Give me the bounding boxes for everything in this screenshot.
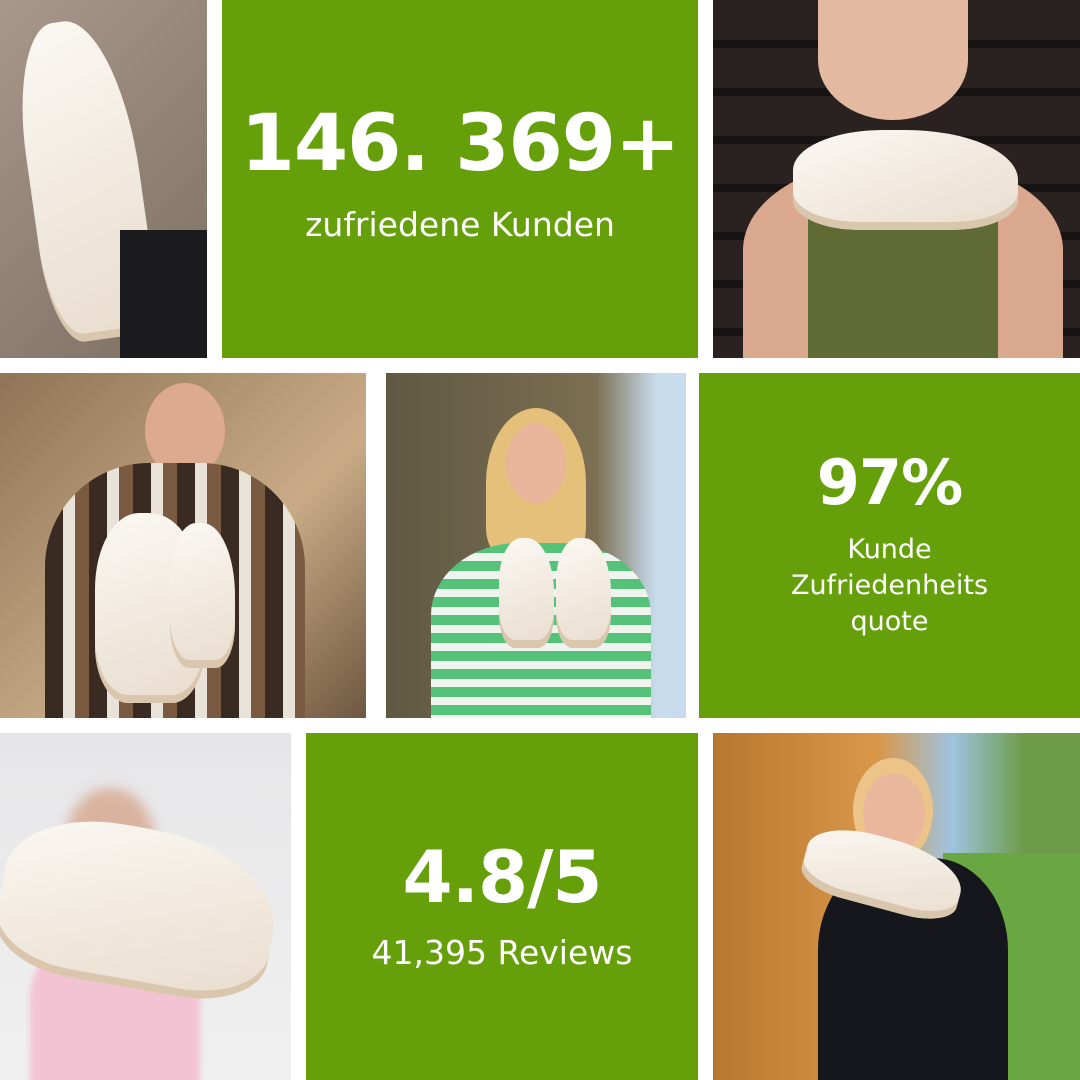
photo-woman-striped-shirt-tree: [386, 373, 686, 718]
shoe-image-2: [556, 538, 611, 648]
stat-customers-label: zufriedene Kunden: [305, 204, 615, 244]
face: [145, 383, 225, 478]
stat-customers-tile: 146. 369+ zufriedene Kunden: [222, 0, 698, 358]
stat-satisfaction-label-line-1: Kunde: [847, 533, 932, 565]
stat-customers-value: 146. 369+: [240, 98, 681, 189]
shoe-image-2: [170, 523, 235, 668]
photo-woman-wooden-fence: [713, 733, 1080, 1080]
stat-reviews-label: 41,395 Reviews: [371, 933, 633, 972]
stat-satisfaction-value: 97%: [816, 445, 963, 519]
face: [818, 0, 968, 120]
face: [506, 423, 566, 503]
shoe-image: [793, 130, 1018, 230]
stat-satisfaction-tile: 97% Kunde Zufriedenheits quote: [699, 373, 1080, 718]
photo-woman-plaid-jacket: [0, 373, 366, 718]
black-pants: [120, 230, 207, 358]
photo-hand-holding-shoe: [0, 733, 291, 1080]
stat-reviews-value: 4.8/5: [402, 835, 603, 919]
shoe-image: [499, 538, 554, 648]
photo-shoe-on-foot-carpet: [0, 0, 207, 358]
stat-satisfaction-label-line-3: quote: [850, 605, 929, 637]
stat-reviews-tile: 4.8/5 41,395 Reviews: [306, 733, 698, 1080]
photo-woman-holding-shoe-dark-wall: [713, 0, 1080, 358]
stat-satisfaction-label-line-2: Zufriedenheits: [790, 569, 989, 601]
